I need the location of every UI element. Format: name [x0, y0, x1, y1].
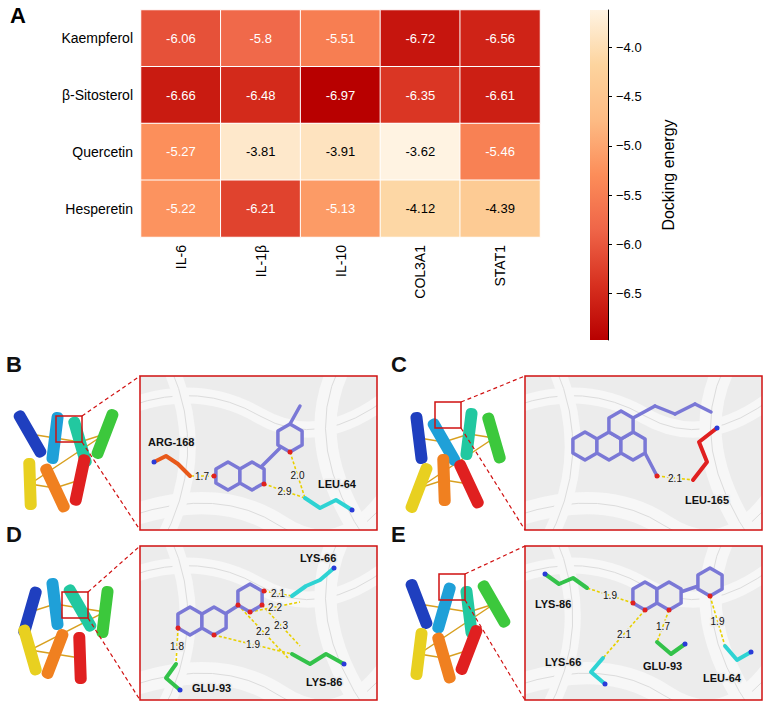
- svg-text:2.9: 2.9: [278, 486, 292, 497]
- svg-text:−5.0: −5.0: [616, 138, 642, 153]
- svg-text:1.8: 1.8: [170, 641, 184, 652]
- svg-text:-6.61: -6.61: [485, 88, 515, 103]
- svg-text:-5.22: -5.22: [166, 201, 196, 216]
- svg-text:GLU-93: GLU-93: [192, 682, 231, 694]
- svg-text:LEU-165: LEU-165: [685, 494, 729, 506]
- svg-text:LYS-66: LYS-66: [300, 552, 336, 564]
- svg-text:-3.81: -3.81: [246, 144, 276, 159]
- svg-text:-6.97: -6.97: [326, 88, 356, 103]
- svg-text:-5.51: -5.51: [326, 31, 356, 46]
- svg-text:COL3A1: COL3A1: [412, 245, 428, 299]
- svg-text:2.1: 2.1: [617, 629, 631, 640]
- svg-text:Kaempferol: Kaempferol: [61, 30, 133, 46]
- svg-text:Docking energy: Docking energy: [660, 119, 677, 230]
- svg-text:−5.5: −5.5: [616, 188, 642, 203]
- svg-text:-5.27: -5.27: [166, 144, 196, 159]
- svg-text:-6.06: -6.06: [166, 31, 196, 46]
- svg-text:LYS-66: LYS-66: [545, 656, 581, 668]
- svg-text:B: B: [6, 352, 22, 377]
- svg-text:1.7: 1.7: [656, 621, 670, 632]
- svg-text:D: D: [6, 522, 22, 547]
- svg-text:IL-6: IL-6: [173, 245, 189, 269]
- svg-text:2.1: 2.1: [271, 588, 285, 599]
- svg-text:ARG-168: ARG-168: [148, 436, 194, 448]
- svg-text:-6.56: -6.56: [485, 31, 515, 46]
- svg-text:1.9: 1.9: [711, 616, 725, 627]
- svg-text:A: A: [10, 3, 26, 28]
- svg-text:IL-10: IL-10: [333, 245, 349, 277]
- svg-text:E: E: [391, 522, 406, 547]
- svg-text:Hesperetin: Hesperetin: [65, 201, 133, 217]
- svg-text:−4.0: −4.0: [616, 40, 642, 55]
- svg-text:-5.8: -5.8: [249, 31, 271, 46]
- svg-text:−6.5: −6.5: [616, 286, 642, 301]
- svg-text:-6.48: -6.48: [246, 88, 276, 103]
- svg-text:LYS-86: LYS-86: [535, 598, 571, 610]
- svg-text:1.9: 1.9: [246, 639, 260, 650]
- svg-text:2.0: 2.0: [291, 470, 305, 481]
- svg-text:STAT1: STAT1: [492, 245, 508, 287]
- svg-text:2.2: 2.2: [268, 602, 282, 613]
- svg-text:Quercetin: Quercetin: [72, 144, 133, 160]
- svg-text:C: C: [391, 352, 407, 377]
- svg-text:-5.13: -5.13: [326, 201, 356, 216]
- svg-text:β-Sitosterol: β-Sitosterol: [62, 87, 133, 103]
- svg-text:-3.62: -3.62: [405, 144, 435, 159]
- svg-text:−6.0: −6.0: [616, 237, 642, 252]
- svg-text:-3.91: -3.91: [326, 144, 356, 159]
- svg-text:−4.5: −4.5: [616, 89, 642, 104]
- svg-text:2.2: 2.2: [256, 626, 270, 637]
- svg-text:-4.39: -4.39: [485, 201, 515, 216]
- svg-text:LEU-64: LEU-64: [318, 478, 357, 490]
- svg-text:IL-1β: IL-1β: [253, 245, 269, 277]
- svg-text:GLU-93: GLU-93: [643, 660, 682, 672]
- svg-text:2.1: 2.1: [668, 473, 682, 484]
- svg-text:LEU-64: LEU-64: [703, 672, 742, 684]
- svg-text:-6.72: -6.72: [405, 31, 435, 46]
- svg-text:-6.35: -6.35: [405, 88, 435, 103]
- svg-text:LYS-86: LYS-86: [306, 676, 342, 688]
- svg-text:-6.66: -6.66: [166, 88, 196, 103]
- svg-text:-6.21: -6.21: [246, 201, 276, 216]
- svg-text:1.7: 1.7: [195, 471, 209, 482]
- svg-text:1.9: 1.9: [603, 590, 617, 601]
- svg-text:2.3: 2.3: [274, 620, 288, 631]
- svg-text:-4.12: -4.12: [405, 201, 435, 216]
- svg-text:-5.46: -5.46: [485, 144, 515, 159]
